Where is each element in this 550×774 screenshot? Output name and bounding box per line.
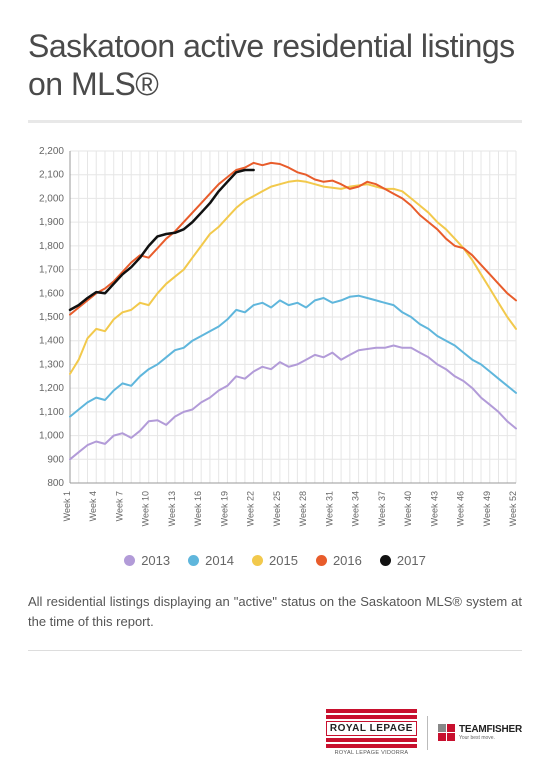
brand1-text: ROYAL LEPAGE: [326, 721, 417, 736]
legend-item-2016: 2016: [316, 553, 362, 568]
footer-rule: [28, 650, 522, 651]
brand-separator: [427, 716, 428, 750]
legend-label: 2017: [397, 553, 426, 568]
svg-text:1,700: 1,700: [39, 264, 64, 275]
brand1-sub: ROYAL LEPAGE VIDORRA: [326, 750, 417, 756]
legend-item-2014: 2014: [188, 553, 234, 568]
caption: All residential listings displaying an "…: [28, 592, 522, 632]
svg-text:Week 13: Week 13: [167, 491, 177, 526]
svg-text:Week 49: Week 49: [482, 491, 492, 526]
legend-label: 2014: [205, 553, 234, 568]
svg-text:900: 900: [47, 454, 64, 465]
svg-text:2,100: 2,100: [39, 169, 64, 180]
brand2-sub: Your best move.: [459, 735, 522, 741]
svg-text:1,300: 1,300: [39, 359, 64, 370]
page-title: Saskatoon active residential listings on…: [28, 28, 522, 104]
legend-swatch: [188, 555, 199, 566]
svg-text:Week 4: Week 4: [88, 491, 98, 521]
svg-text:1,200: 1,200: [39, 383, 64, 394]
svg-text:1,100: 1,100: [39, 406, 64, 417]
svg-text:Week 46: Week 46: [456, 491, 466, 526]
svg-text:Week 19: Week 19: [219, 491, 229, 526]
legend-swatch: [316, 555, 327, 566]
legend-item-2015: 2015: [252, 553, 298, 568]
legend-item-2013: 2013: [124, 553, 170, 568]
legend: 2013 2014 2015 2016 2017: [28, 553, 522, 568]
svg-text:1,900: 1,900: [39, 217, 64, 228]
teamfisher-icon: [438, 724, 455, 741]
brand-royal-lepage: ROYAL LEPAGE ROYAL LEPAGE VIDORRA: [326, 709, 417, 756]
svg-text:800: 800: [47, 478, 64, 489]
brand-teamfisher: TEAMFISHER Your best move.: [438, 724, 522, 741]
legend-label: 2016: [333, 553, 362, 568]
legend-label: 2013: [141, 553, 170, 568]
svg-text:Week 40: Week 40: [403, 491, 413, 526]
chart-container: 800 900 1,000 1,100 1,200 1,300 1,400 1,500 1,60…: [28, 143, 522, 543]
svg-text:Week 22: Week 22: [246, 491, 256, 526]
svg-text:Week 28: Week 28: [298, 491, 308, 526]
title-rule: [28, 120, 522, 123]
svg-text:Week 1: Week 1: [62, 491, 72, 521]
svg-text:1,600: 1,600: [39, 288, 64, 299]
legend-swatch: [252, 555, 263, 566]
footer-brands: ROYAL LEPAGE ROYAL LEPAGE VIDORRA TEAMFI…: [326, 709, 522, 756]
line-chart: 800 900 1,000 1,100 1,200 1,300 1,400 1,500 1,60…: [28, 143, 522, 543]
svg-text:Week 10: Week 10: [141, 491, 151, 526]
svg-text:Week 52: Week 52: [508, 491, 518, 526]
svg-text:2,200: 2,200: [39, 146, 64, 157]
svg-text:Week 37: Week 37: [377, 491, 387, 526]
legend-item-2017: 2017: [380, 553, 426, 568]
svg-text:1,500: 1,500: [39, 312, 64, 323]
svg-text:Week 25: Week 25: [272, 491, 282, 526]
svg-text:Week 16: Week 16: [193, 491, 203, 526]
brand2-text: TEAMFISHER: [459, 724, 522, 735]
svg-text:Week 34: Week 34: [351, 491, 361, 526]
legend-swatch: [380, 555, 391, 566]
svg-text:Week 31: Week 31: [324, 491, 334, 526]
svg-text:1,000: 1,000: [39, 430, 64, 441]
svg-text:Week 43: Week 43: [429, 491, 439, 526]
svg-text:Week 7: Week 7: [114, 491, 124, 521]
legend-swatch: [124, 555, 135, 566]
svg-text:1,400: 1,400: [39, 335, 64, 346]
svg-text:1,800: 1,800: [39, 240, 64, 251]
legend-label: 2015: [269, 553, 298, 568]
svg-text:2,000: 2,000: [39, 193, 64, 204]
